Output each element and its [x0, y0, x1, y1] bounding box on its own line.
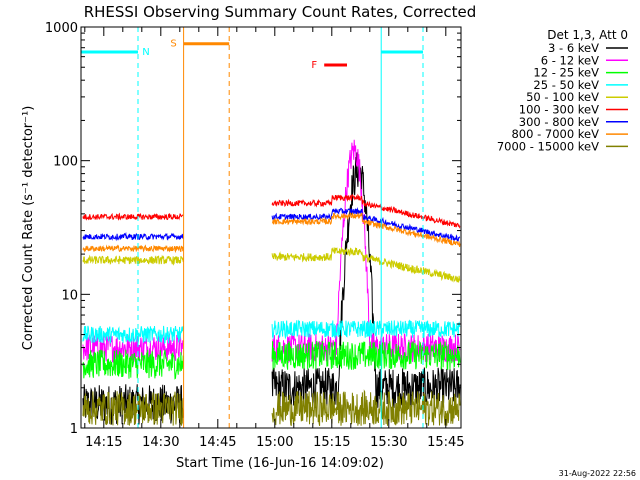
series-line-4 [82, 247, 461, 283]
y-axis-label: Corrected Count Rate (s⁻¹ detector⁻¹) [21, 106, 36, 351]
x-tick-label-4: 15:15 [313, 435, 350, 450]
series-line-7 [82, 211, 461, 254]
annotation-label-0: N [142, 47, 149, 58]
x-tick-label-0: 14:15 [85, 435, 122, 450]
plot-frame [80, 26, 462, 429]
x-tick-label-3: 15:00 [256, 435, 293, 450]
x-tick-label-1: 14:30 [142, 435, 179, 450]
series-line-3 [82, 319, 461, 345]
y-tick-label-2: 100 [53, 155, 78, 170]
annotation-label-1: S [170, 39, 176, 50]
series-line-5 [82, 193, 461, 229]
legend-label-1: 6 - 12 keV [541, 53, 599, 67]
x-tick-label-5: 15:30 [370, 435, 407, 450]
legend-header: Det 1,3, Att 0 [547, 28, 628, 42]
series-line-6 [82, 206, 461, 242]
legend-label-3: 25 - 50 keV [533, 78, 599, 92]
y-tick-label-3: 1000 [45, 21, 78, 36]
x-tick-label-6: 15:45 [427, 435, 464, 450]
legend-label-5: 100 - 300 keV [519, 103, 599, 117]
x-axis-label: Start Time (16-Jun-16 14:09:02) [176, 456, 384, 471]
legend-label-6: 300 - 800 keV [519, 115, 599, 129]
legend-label-2: 12 - 25 keV [533, 66, 599, 80]
y-tick-label-0: 1 [70, 422, 78, 437]
legend-label-4: 50 - 100 keV [526, 90, 599, 104]
legend-label-0: 3 - 6 keV [548, 41, 599, 55]
chart-title: RHESSI Observing Summary Count Rates, Co… [84, 3, 477, 21]
annotation-label-2: F [311, 60, 317, 71]
legend-label-8: 7000 - 15000 keV [497, 139, 599, 153]
series-line-8 [82, 389, 461, 426]
legend-label-7: 800 - 7000 keV [511, 127, 599, 141]
timestamp: 31-Aug-2022 22:56 [559, 469, 636, 478]
y-tick-label-1: 10 [61, 288, 78, 303]
axes: 1 10 100 1000 14:15 14:30 14:45 15:00 15:15 15:30… [45, 21, 465, 450]
series-line-2 [82, 340, 461, 380]
x-tick-label-2: 14:45 [199, 435, 236, 450]
plot-area: N S F [81, 27, 461, 428]
